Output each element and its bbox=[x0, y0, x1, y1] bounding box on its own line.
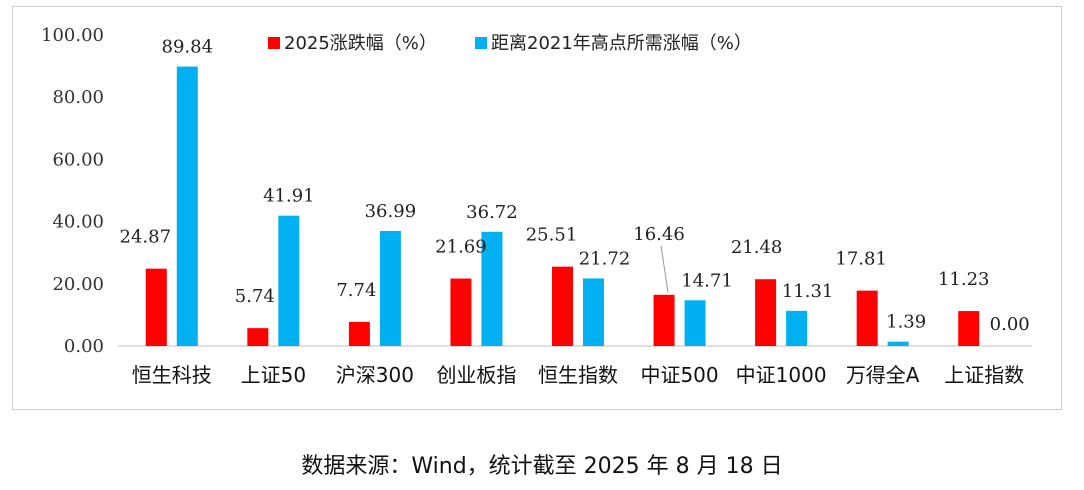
legend-label: 2025涨跌幅（%） bbox=[284, 33, 437, 54]
bar-2025-change-7 bbox=[755, 279, 777, 346]
bars bbox=[145, 66, 980, 347]
label-to-2021-high: 36.72 bbox=[466, 202, 518, 223]
y-axis: 0.00 20.00 40.00 60.00 80.00 100.00 bbox=[41, 25, 104, 357]
bar-chart: 0.00 20.00 40.00 60.00 80.00 100.00 24.87 89.8… bbox=[41, 25, 1032, 387]
category-label: 中证500 bbox=[640, 363, 718, 387]
source-note: 数据来源：Wind，统计截至 2025 年 8 月 18 日 bbox=[301, 454, 783, 479]
label-2025-change: 21.69 bbox=[435, 237, 487, 258]
label-to-2021-high: 0.00 bbox=[990, 314, 1030, 335]
legend: 2025涨跌幅（%） 距离2021年高点所需涨幅（%） bbox=[268, 33, 752, 54]
label-2025-change: 21.48 bbox=[731, 237, 783, 258]
y-tick-label: 0.00 bbox=[64, 336, 104, 357]
bar-2025-change-5 bbox=[552, 266, 573, 346]
bar-to-2021-high-3 bbox=[379, 230, 401, 346]
category-label: 恒生指数 bbox=[538, 363, 618, 387]
bar-2025-change-1 bbox=[145, 268, 167, 346]
bar-to-2021-high-6 bbox=[684, 300, 706, 346]
y-tick-label: 80.00 bbox=[52, 87, 104, 108]
bar-to-2021-high-4 bbox=[481, 231, 503, 346]
label-2025-change: 7.74 bbox=[336, 280, 376, 301]
bar-2025-change-8 bbox=[856, 290, 878, 346]
y-tick-label: 60.00 bbox=[52, 149, 104, 170]
data-labels: 24.87 89.84 5.74 41.91 7.74 36.99 21.69 36.72 25… bbox=[120, 37, 1030, 335]
bar-2025-change-2 bbox=[247, 328, 269, 346]
bar-2025-change-9 bbox=[958, 311, 980, 346]
bar-to-2021-high-5 bbox=[583, 278, 604, 346]
bar-to-2021-high-8 bbox=[887, 341, 909, 346]
label-2025-change: 24.87 bbox=[120, 227, 172, 248]
legend-swatch bbox=[475, 37, 487, 49]
label-to-2021-high: 21.72 bbox=[579, 248, 631, 269]
label-2025-change: 5.74 bbox=[235, 286, 275, 307]
label-to-2021-high: 89.84 bbox=[162, 37, 214, 58]
category-label: 恒生科技 bbox=[132, 363, 212, 387]
y-tick-label: 100.00 bbox=[41, 25, 104, 46]
category-label: 中证1000 bbox=[736, 363, 827, 387]
bar-2025-change-6 bbox=[653, 294, 675, 346]
label-to-2021-high: 14.71 bbox=[681, 270, 733, 291]
legend-swatch bbox=[268, 37, 280, 49]
bar-2025-change-4 bbox=[450, 278, 472, 346]
category-label: 万得全A bbox=[846, 363, 920, 387]
category-label: 上证指数 bbox=[944, 363, 1024, 387]
bar-to-2021-high-1 bbox=[176, 66, 198, 347]
label-to-2021-high: 36.99 bbox=[365, 201, 417, 222]
legend-label: 距离2021年高点所需涨幅（%） bbox=[491, 33, 752, 54]
label-2025-change: 17.81 bbox=[835, 249, 887, 270]
bar-to-2021-high-7 bbox=[786, 310, 808, 346]
x-axis: 恒生科技 上证50 沪深300 创业板指 恒生指数 中证500 中证1000 万得全A 上证指数 bbox=[132, 363, 1024, 387]
label-to-2021-high: 1.39 bbox=[886, 312, 926, 333]
bar-to-2021-high-2 bbox=[278, 215, 300, 346]
y-tick-label: 20.00 bbox=[52, 274, 104, 295]
category-label: 上证50 bbox=[241, 363, 306, 387]
category-label: 沪深300 bbox=[336, 363, 414, 387]
bar-2025-change-3 bbox=[348, 321, 370, 346]
label-leader-line bbox=[660, 245, 669, 293]
label-to-2021-high: 11.31 bbox=[782, 281, 834, 302]
label-2025-change: 11.23 bbox=[938, 269, 990, 290]
label-2025-change: 16.46 bbox=[633, 224, 685, 245]
category-label: 创业板指 bbox=[436, 363, 516, 387]
label-2025-change: 25.51 bbox=[526, 225, 578, 246]
label-to-2021-high: 41.91 bbox=[263, 186, 315, 207]
y-tick-label: 40.00 bbox=[52, 212, 104, 233]
